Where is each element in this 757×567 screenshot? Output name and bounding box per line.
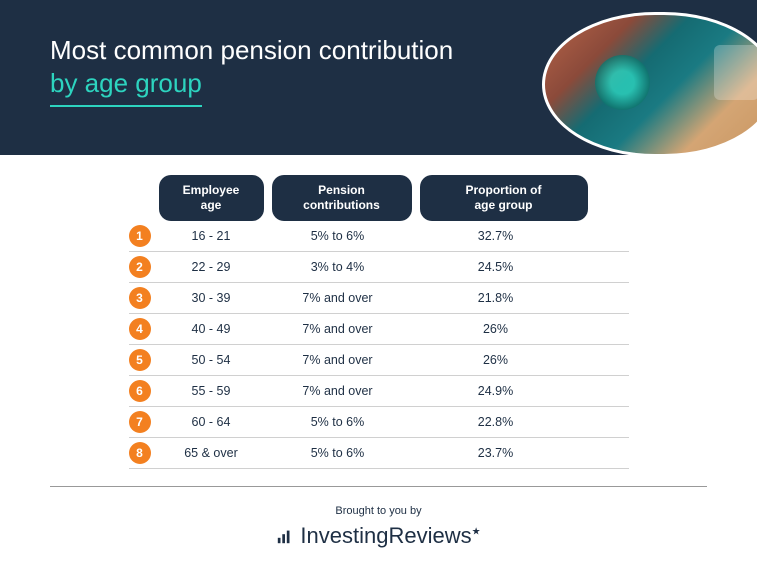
cell-proportion: 22.8%: [412, 415, 580, 429]
bars-icon: [276, 527, 294, 545]
cell-contribution: 7% and over: [264, 353, 412, 367]
table-row: 8 65 & over5% to 6%23.7%: [129, 438, 629, 469]
row-number-badge: 8: [129, 442, 151, 464]
row-number-badge: 5: [129, 349, 151, 371]
brand-name: InvestingReviews★: [300, 523, 480, 549]
cell-contribution: 5% to 6%: [264, 415, 412, 429]
row-number-badge: 4: [129, 318, 151, 340]
cell-contribution: 7% and over: [264, 291, 412, 305]
table-row: 5 50 - 547% and over26%: [129, 345, 629, 376]
header-banner: Most common pension contribution by age …: [0, 0, 757, 155]
star-icon: ★: [472, 527, 481, 538]
cell-age: 50 - 54: [159, 353, 264, 367]
cell-proportion: 21.8%: [412, 291, 580, 305]
cell-proportion: 24.9%: [412, 384, 580, 398]
cell-proportion: 26%: [412, 353, 580, 367]
cell-contribution: 7% and over: [264, 322, 412, 336]
brought-by-text: Brought to you by: [0, 505, 757, 517]
cell-age: 22 - 29: [159, 260, 264, 274]
cell-contribution: 7% and over: [264, 384, 412, 398]
cell-proportion: 24.5%: [412, 260, 580, 274]
cell-age: 16 - 21: [159, 229, 264, 243]
cell-contribution: 3% to 4%: [264, 260, 412, 274]
table-row: 3 30 - 397% and over21.8%: [129, 283, 629, 314]
cell-age: 30 - 39: [159, 291, 264, 305]
cell-proportion: 23.7%: [412, 446, 580, 460]
cell-proportion: 32.7%: [412, 229, 580, 243]
pension-table: Employeeage Pensioncontributions Proport…: [129, 175, 629, 469]
row-number-badge: 2: [129, 256, 151, 278]
title-line-2: by age group: [50, 68, 202, 107]
col-header-contributions: Pensioncontributions: [272, 175, 412, 221]
table-row: 7 60 - 645% to 6%22.8%: [129, 407, 629, 438]
cell-proportion: 26%: [412, 322, 580, 336]
table-row: 1 16 - 215% to 6%32.7%: [129, 221, 629, 252]
row-number-badge: 7: [129, 411, 151, 433]
cell-age: 55 - 59: [159, 384, 264, 398]
hero-image: [542, 12, 757, 157]
row-number-badge: 6: [129, 380, 151, 402]
cell-age: 60 - 64: [159, 415, 264, 429]
table-header-row: Employeeage Pensioncontributions Proport…: [159, 175, 629, 221]
cell-age: 65 & over: [159, 446, 264, 460]
table-row: 2 22 - 293% to 4%24.5%: [129, 252, 629, 283]
row-number-badge: 1: [129, 225, 151, 247]
table-row: 4 40 - 497% and over26%: [129, 314, 629, 345]
col-header-age: Employeeage: [159, 175, 264, 221]
cell-contribution: 5% to 6%: [264, 229, 412, 243]
table-row: 6 55 - 597% and over24.9%: [129, 376, 629, 407]
col-header-proportion: Proportion ofage group: [420, 175, 588, 221]
cell-contribution: 5% to 6%: [264, 446, 412, 460]
footer: Brought to you by InvestingReviews★: [0, 486, 757, 549]
cell-age: 40 - 49: [159, 322, 264, 336]
row-number-badge: 3: [129, 287, 151, 309]
brand-logo: InvestingReviews★: [0, 523, 757, 549]
footer-divider: [50, 486, 707, 487]
